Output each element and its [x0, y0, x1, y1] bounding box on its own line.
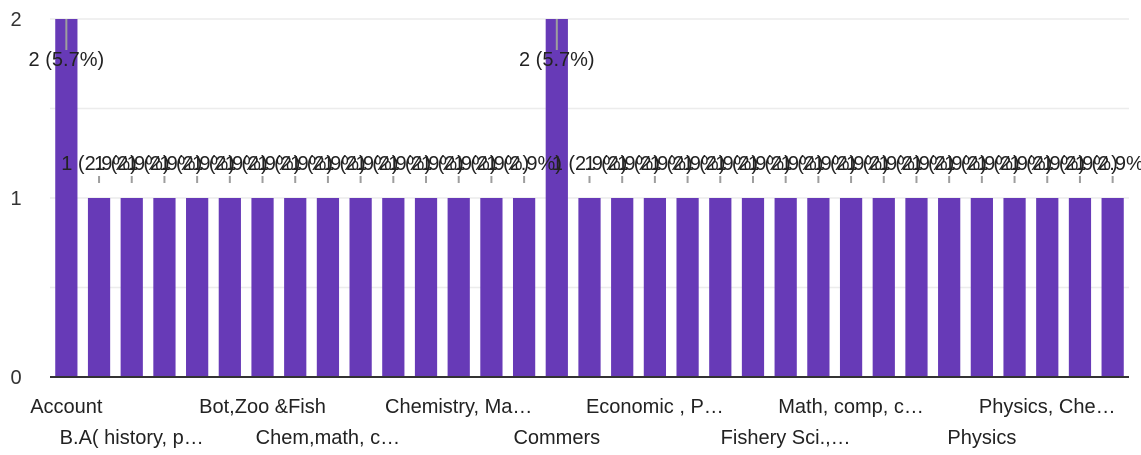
data-label: 2 (5.7%): [29, 49, 105, 71]
bar: [512, 198, 536, 377]
x-tick-label: Physics, Che…: [979, 396, 1116, 418]
bar: [1068, 198, 1092, 377]
data-label: 1 (2.9%): [356, 153, 432, 175]
x-tick-label: Fishery Sci.,…: [721, 427, 851, 449]
data-label: 1 (2.9%): [388, 153, 464, 175]
bar: [251, 198, 274, 377]
x-tick-label: Economic , P…: [586, 396, 724, 418]
bar: [414, 198, 438, 377]
bar: [153, 198, 176, 377]
x-tick-label: Account: [30, 396, 103, 418]
bar: [741, 198, 765, 377]
data-label: 1 (2.9%): [61, 153, 137, 175]
data-label: 2 (5.7%): [519, 49, 595, 71]
data-label: 1 (2.9%): [127, 153, 203, 175]
data-label: 1 (2.9%): [94, 153, 170, 175]
data-label: 1 (2.9%): [781, 153, 857, 175]
data-label: 1 (2.9%): [1042, 153, 1118, 175]
y-axis-ticks: 0 1 2: [10, 9, 21, 389]
data-label: 1 (2.9%): [421, 153, 497, 175]
data-label: 1 (2.9%): [257, 153, 333, 175]
bar: [807, 198, 830, 377]
data-label: 1 (2.9%): [846, 153, 922, 175]
data-label: 1 (2.9%): [944, 153, 1020, 175]
bar: [1003, 198, 1026, 377]
data-label: 1 (2.9%): [879, 153, 955, 175]
data-label: 1 (2.9%): [911, 153, 987, 175]
x-tick-label: Chemistry, Ma…: [385, 396, 532, 418]
x-tick-label: Chem,math, c…: [256, 427, 400, 449]
data-label: 1 (2.9%): [1075, 153, 1141, 175]
data-label: 1 (2.9%): [977, 153, 1053, 175]
bars-group: [55, 19, 1124, 377]
bar: [774, 198, 797, 377]
data-label: 1 (2.9%): [159, 153, 235, 175]
bar: [349, 198, 372, 377]
data-labels: 2 (5.7%)1 (2.9%)1 (2.9%)1 (2.9%)1 (2.9%)…: [29, 19, 1141, 183]
data-label: 1 (2.9%): [748, 153, 824, 175]
data-label: 1 (2.9%): [323, 153, 399, 175]
x-tick-label: Bot,Zoo &Fish: [199, 396, 326, 418]
bar: [611, 198, 634, 377]
bar: [970, 198, 993, 377]
bar: [480, 198, 503, 377]
bar: [284, 198, 307, 377]
data-label: 1 (2.9%): [650, 153, 726, 175]
data-label: 1 (2.9%): [813, 153, 889, 175]
data-label: 1 (2.9%): [192, 153, 268, 175]
data-label: 1 (2.9%): [617, 153, 693, 175]
bar: [938, 198, 961, 377]
data-label: 1 (2.9%): [454, 153, 530, 175]
bar: [578, 198, 601, 377]
data-label: 1 (2.9%): [682, 153, 758, 175]
x-tick-label: Physics: [947, 427, 1016, 449]
bar: [55, 19, 78, 377]
data-label: 1 (2.9%): [1009, 153, 1085, 175]
bar: [382, 198, 405, 377]
bar: [905, 198, 928, 377]
bar: [872, 198, 895, 377]
y-tick-label: 0: [10, 367, 21, 389]
data-label: 1 (2.9%): [290, 153, 366, 175]
data-label: 1 (2.9%): [552, 153, 628, 175]
bar: [643, 198, 667, 377]
x-axis-tick-labels: Account B.A( history, p… Bot,Zoo &Fish Chem…: [30, 396, 1115, 449]
bar: [316, 198, 340, 377]
bar: [545, 19, 568, 377]
y-tick-label: 1: [10, 188, 21, 210]
bar: [87, 198, 111, 377]
bar: [1101, 198, 1124, 377]
x-tick-label: Math, comp, c…: [778, 396, 924, 418]
bar: [218, 198, 241, 377]
bar: [839, 198, 863, 377]
bar: [709, 198, 732, 377]
data-label: 1 (2.9%): [486, 153, 562, 175]
bar: [447, 198, 470, 377]
bar: [186, 198, 209, 377]
data-label: 1 (2.9%): [715, 153, 791, 175]
x-tick-label: B.A( history, p…: [60, 427, 204, 449]
data-label: 1 (2.9%): [584, 153, 660, 175]
bar: [676, 198, 699, 377]
data-label: 1 (2.9%): [225, 153, 301, 175]
bar: [1036, 198, 1059, 377]
bar: [120, 198, 143, 377]
x-tick-label: Commers: [513, 427, 600, 449]
y-tick-label: 2: [10, 9, 21, 31]
